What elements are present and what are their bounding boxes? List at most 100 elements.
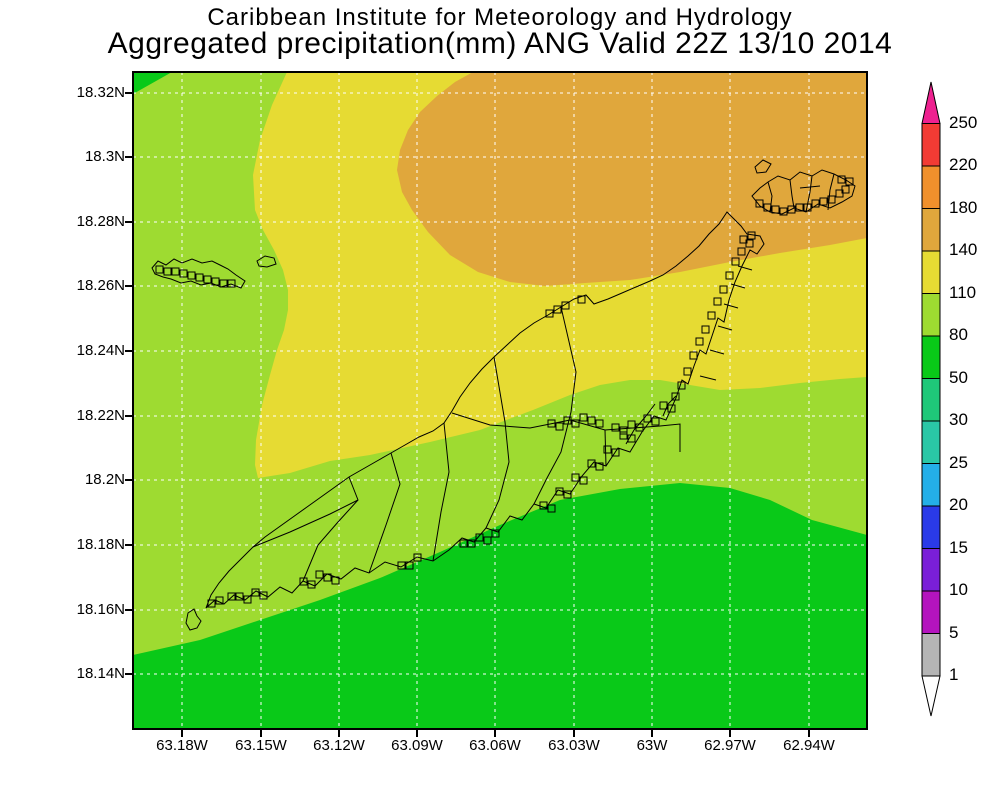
district-boundary (699, 375, 717, 381)
district-block (671, 392, 680, 401)
colorbar-label: 5 (949, 622, 959, 642)
district-block (611, 423, 620, 432)
district-block (643, 414, 652, 423)
district-block (179, 269, 188, 278)
district-block (837, 175, 846, 184)
colorbar-label: 110 (949, 282, 977, 302)
district-block (195, 273, 204, 282)
district-block (187, 271, 196, 280)
colorbar-segment (921, 463, 941, 507)
district-block (719, 285, 728, 294)
colorbar-arrow-top (921, 81, 941, 124)
figure-title-product: Aggregated precipitation(mm) ANG Valid 2… (107, 27, 893, 60)
district-block (667, 404, 676, 413)
district-block (545, 309, 554, 318)
district-block (701, 325, 710, 334)
district-block (587, 459, 596, 468)
colorbar-label: 25 (949, 452, 968, 472)
district-block (739, 235, 748, 244)
colorbar-segment (921, 505, 941, 549)
district-block (841, 185, 850, 194)
district-block (171, 267, 180, 276)
district-block (331, 576, 340, 585)
district-block (307, 580, 316, 589)
district-block (315, 570, 324, 579)
district-block (459, 539, 468, 548)
district-block (563, 416, 572, 425)
district-block (695, 337, 704, 346)
district-block (227, 279, 236, 288)
district-block (475, 533, 484, 542)
colorbar-segment (921, 548, 941, 592)
district-block (491, 529, 500, 538)
district-boundary (533, 306, 577, 505)
district-block (819, 197, 828, 206)
district-boundary (737, 265, 753, 271)
district-block (635, 423, 644, 432)
island-outline (256, 255, 277, 268)
district-block (219, 279, 228, 288)
colorbar-label: 220 (949, 155, 978, 174)
plot-border (132, 71, 868, 730)
district-block (651, 417, 660, 426)
district-block (707, 311, 716, 320)
y-tick-label: 18.24N (76, 342, 125, 359)
district-block (595, 462, 604, 471)
island-outline (205, 211, 765, 609)
district-block (677, 381, 686, 390)
district-block (579, 476, 588, 485)
district-block (547, 419, 556, 428)
island-outline (151, 258, 246, 289)
colorbar-segment (921, 590, 941, 634)
colorbar-label: 80 (949, 325, 968, 344)
y-tick-label: 18.22N (76, 407, 125, 424)
district-block (483, 536, 492, 545)
x-tick-label: 62.94W (783, 737, 835, 754)
district-block (795, 203, 804, 212)
district-block (323, 573, 332, 582)
y-tick-label: 18.3N (84, 148, 125, 165)
x-tick-label: 63.15W (235, 737, 287, 754)
district-boundary (451, 412, 681, 452)
district-block (771, 205, 780, 214)
district-block (725, 271, 734, 280)
colorbar-arrow-bottom (921, 675, 941, 717)
district-block (611, 448, 620, 457)
colorbar-segment (921, 208, 941, 252)
colorbar-segment (921, 293, 941, 337)
district-block (539, 501, 548, 510)
y-tick-label: 18.18N (76, 536, 125, 553)
district-block (467, 539, 476, 548)
district-boundary (604, 429, 607, 467)
district-block (577, 295, 586, 304)
district-block (627, 420, 636, 429)
island-outline (185, 608, 202, 631)
district-block (579, 413, 588, 422)
colorbar-label: 10 (949, 580, 968, 599)
district-block (163, 267, 172, 276)
contour-band-50-80-south (133, 483, 867, 729)
colorbar-segment (921, 633, 941, 677)
district-block (787, 205, 796, 214)
district-block (571, 419, 580, 428)
district-block (243, 595, 252, 604)
district-block (553, 305, 562, 314)
district-block (259, 591, 268, 600)
district-block (207, 599, 216, 608)
colorbar-segment (921, 335, 941, 379)
district-block (737, 247, 746, 256)
district-boundary (799, 185, 821, 189)
district-block (251, 588, 260, 597)
district-boundary (662, 395, 677, 417)
district-block (155, 265, 164, 274)
y-tick-label: 18.28N (76, 213, 125, 230)
island-outline (751, 169, 856, 215)
district-block (561, 301, 570, 310)
district-block (659, 401, 668, 410)
district-boundary (805, 175, 813, 213)
district-block (563, 490, 572, 499)
district-boundary (432, 422, 450, 562)
x-tick-label: 63.18W (156, 737, 208, 754)
district-block (755, 199, 764, 208)
district-block (215, 596, 224, 605)
